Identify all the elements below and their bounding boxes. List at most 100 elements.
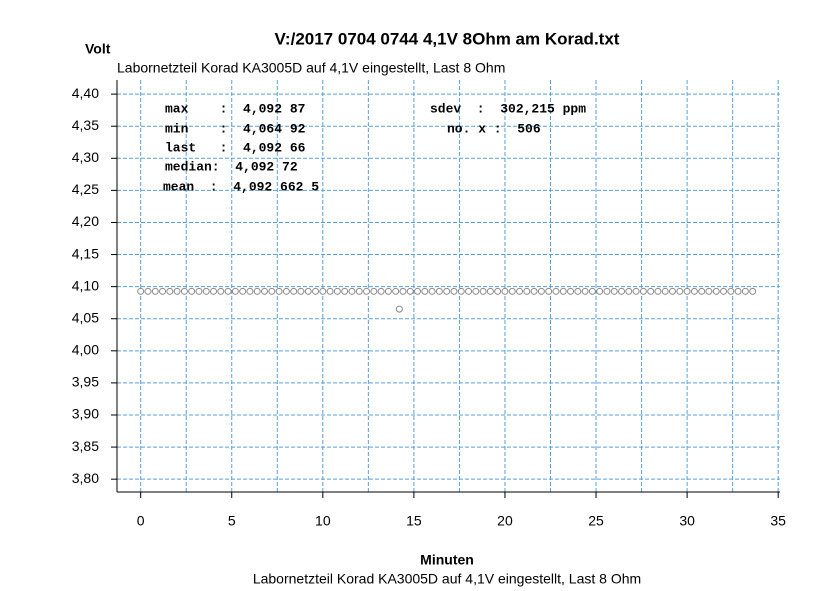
data-point bbox=[304, 287, 312, 295]
y-tick-label: 4,40 bbox=[72, 85, 99, 101]
data-point bbox=[720, 287, 728, 295]
stats-annotation: mean : 4,092 662 5 bbox=[163, 179, 319, 194]
data-point bbox=[647, 287, 655, 295]
y-tick-label: 4,20 bbox=[72, 213, 99, 229]
data-point bbox=[683, 287, 691, 295]
data-point bbox=[239, 287, 247, 295]
data-point bbox=[282, 287, 290, 295]
data-point bbox=[435, 287, 443, 295]
stats-annotation: no. x : 506 bbox=[447, 121, 541, 136]
data-point bbox=[384, 287, 392, 295]
data-point bbox=[450, 287, 458, 295]
data-point bbox=[516, 287, 524, 295]
data-point bbox=[610, 287, 618, 295]
stats-annotation: sdev : 302,215 ppm bbox=[430, 101, 586, 116]
data-point bbox=[290, 287, 298, 295]
data-point bbox=[355, 287, 363, 295]
data-point bbox=[545, 287, 553, 295]
stats-annotation: median: 4,092 72 bbox=[165, 159, 298, 174]
y-tick-label: 4,10 bbox=[72, 277, 99, 293]
data-point bbox=[603, 287, 611, 295]
data-point bbox=[741, 287, 749, 295]
data-point bbox=[625, 287, 633, 295]
data-point bbox=[268, 287, 276, 295]
y-tick-label: 4,00 bbox=[72, 342, 99, 358]
data-point bbox=[348, 287, 356, 295]
y-axis-label: Volt bbox=[85, 41, 111, 57]
data-point bbox=[523, 287, 531, 295]
data-point bbox=[472, 287, 480, 295]
data-point bbox=[596, 287, 604, 295]
x-tick-label: 20 bbox=[497, 513, 513, 529]
data-point bbox=[588, 287, 596, 295]
data-point bbox=[370, 287, 378, 295]
y-tick-label: 4,30 bbox=[72, 149, 99, 165]
y-tick-label: 3,90 bbox=[72, 406, 99, 422]
data-point bbox=[574, 287, 582, 295]
x-tick-label: 10 bbox=[315, 513, 331, 529]
data-point bbox=[406, 287, 414, 295]
data-point bbox=[173, 287, 181, 295]
data-point bbox=[246, 287, 254, 295]
x-tick-label: 5 bbox=[228, 513, 236, 529]
data-point bbox=[159, 287, 167, 295]
data-point bbox=[421, 287, 429, 295]
data-point bbox=[581, 287, 589, 295]
data-point bbox=[552, 287, 560, 295]
data-point bbox=[333, 287, 341, 295]
data-point bbox=[508, 287, 516, 295]
data-point bbox=[530, 287, 538, 295]
data-point bbox=[669, 287, 677, 295]
data-point bbox=[632, 287, 640, 295]
data-point bbox=[210, 287, 218, 295]
x-tick-label: 15 bbox=[406, 513, 422, 529]
data-point bbox=[734, 287, 742, 295]
data-point bbox=[501, 287, 509, 295]
data-point bbox=[202, 287, 210, 295]
chart-title: V:/2017 0704 0744 4,1V 8Ohm am Korad.txt bbox=[275, 29, 620, 48]
y-tick-label: 4,35 bbox=[72, 117, 99, 133]
stats-annotation: min : 4,064 92 bbox=[165, 121, 306, 136]
y-tick-label: 4,25 bbox=[72, 181, 99, 197]
y-tick-label: 4,05 bbox=[72, 309, 99, 325]
data-point bbox=[705, 287, 713, 295]
data-point bbox=[494, 287, 502, 295]
data-point bbox=[690, 287, 698, 295]
data-point bbox=[395, 305, 403, 313]
stats-annotation: max : 4,092 87 bbox=[165, 101, 305, 116]
data-point bbox=[661, 287, 669, 295]
data-point bbox=[639, 287, 647, 295]
x-tick-label: 25 bbox=[588, 513, 604, 529]
x-tick-label: 35 bbox=[770, 513, 786, 529]
data-point bbox=[428, 287, 436, 295]
subtitle: Labornetzteil Korad KA3005D auf 4,1V ein… bbox=[117, 60, 505, 76]
data-point bbox=[618, 287, 626, 295]
data-point bbox=[166, 287, 174, 295]
data-point bbox=[749, 287, 757, 295]
data-point bbox=[399, 287, 407, 295]
data-point bbox=[654, 287, 662, 295]
data-point bbox=[479, 287, 487, 295]
stats-annotation: last : 4,092 66 bbox=[165, 140, 306, 155]
data-point bbox=[567, 287, 575, 295]
data-point bbox=[559, 287, 567, 295]
data-point bbox=[698, 287, 706, 295]
y-tick-label: 3,85 bbox=[72, 438, 99, 454]
data-point bbox=[231, 287, 239, 295]
data-point bbox=[261, 287, 269, 295]
y-tick-label: 3,95 bbox=[72, 374, 99, 390]
data-point bbox=[363, 287, 371, 295]
data-point bbox=[326, 287, 334, 295]
data-point bbox=[457, 287, 465, 295]
data-point bbox=[297, 287, 305, 295]
data-point bbox=[392, 287, 400, 295]
x-axis-label: Minuten bbox=[420, 552, 474, 568]
data-point bbox=[443, 287, 451, 295]
data-point bbox=[180, 287, 188, 295]
x-tick-label: 0 bbox=[137, 513, 145, 529]
data-point bbox=[319, 287, 327, 295]
data-point bbox=[712, 287, 720, 295]
y-tick-label: 4,15 bbox=[72, 245, 99, 261]
data-point bbox=[465, 287, 473, 295]
